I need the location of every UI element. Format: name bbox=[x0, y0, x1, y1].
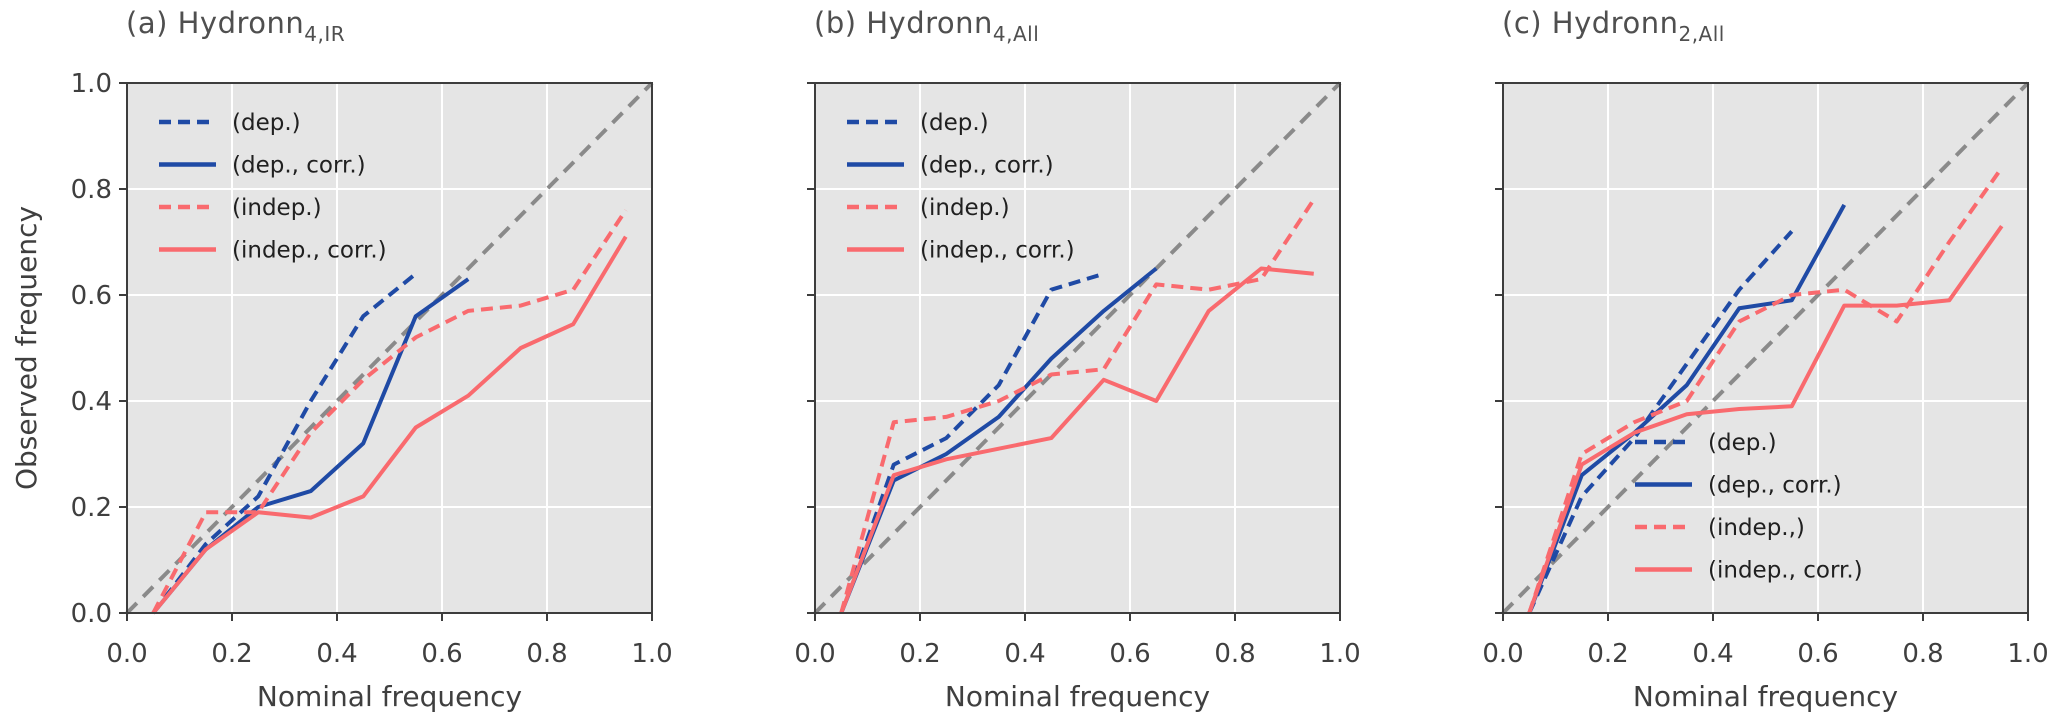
x-tick-label-0.6: 0.6 bbox=[421, 639, 462, 669]
series-line-indep bbox=[151, 209, 628, 614]
y-tick-label-0.4: 0.4 bbox=[71, 387, 112, 417]
x-tick-label-0.2: 0.2 bbox=[211, 639, 252, 669]
series-line-dep bbox=[839, 271, 1105, 614]
x-tick-label-0.4: 0.4 bbox=[1692, 639, 1733, 669]
legend-label-dep_corr: (dep., corr.) bbox=[1708, 473, 1842, 499]
legend-label-indep_corr: (indep., corr.) bbox=[232, 238, 387, 264]
panel-c-chart: 0.0 0.2 0.4 0.6 0.8 1.0 Nominal frequency (dep.… bbox=[1482, 81, 2049, 713]
x-tick-label-0.0: 0.0 bbox=[794, 639, 835, 669]
panel-b-chart: 0.0 0.2 0.4 0.6 0.8 1.0 Nominal frequency (dep.… bbox=[794, 81, 1361, 713]
legend-label-dep_corr: (dep., corr.) bbox=[232, 153, 366, 179]
axes-spines bbox=[126, 82, 653, 614]
x-tick-label-0.8: 0.8 bbox=[1214, 639, 1255, 669]
panel-c-title-text: (c) Hydronn bbox=[1502, 6, 1679, 40]
panel-a-title-text: (a) Hydronn bbox=[126, 6, 305, 40]
plot-lines-group bbox=[813, 81, 1342, 615]
diagonal-reference-line bbox=[813, 81, 1342, 615]
series-line-indep_corr bbox=[1527, 224, 2004, 614]
diagonal-reference-line bbox=[125, 81, 654, 615]
x-tick-label-0.6: 0.6 bbox=[1797, 639, 1838, 669]
legend-label-dep: (dep.) bbox=[920, 110, 989, 136]
x-axis-label: Nominal frequency bbox=[257, 680, 522, 713]
panel-a: 0.0 0.0 0.2 0.2 0.4 0.4 0.6 0.6 0.8 0.8 1.0 1.0 Nomi… bbox=[0, 0, 689, 725]
legend-label-dep: (dep.) bbox=[232, 110, 301, 136]
axes-spines bbox=[814, 82, 1341, 614]
panel-b-title-text: (b) Hydronn bbox=[814, 6, 993, 40]
legend-label-indep: (indep.) bbox=[232, 195, 322, 221]
panel-c-title: (c) Hydronn2,All bbox=[1502, 6, 1725, 46]
x-tick-label-0.0: 0.0 bbox=[106, 639, 147, 669]
diagonal-reference-line bbox=[1501, 81, 2030, 615]
x-tick-label-1.0: 1.0 bbox=[2007, 639, 2048, 669]
plot-lines-group bbox=[1501, 81, 2030, 615]
series-line-indep_corr bbox=[839, 266, 1314, 614]
legend-label-indep_corr: (indep., corr.) bbox=[1708, 558, 1863, 584]
y-tick-label-0.6: 0.6 bbox=[71, 281, 112, 311]
series-line-indep bbox=[1527, 166, 2004, 614]
legend-label-dep_corr: (dep., corr.) bbox=[920, 153, 1054, 179]
y-tick-label-0.2: 0.2 bbox=[71, 493, 112, 523]
panel-a-chart: 0.0 0.0 0.2 0.2 0.4 0.4 0.6 0.6 0.8 0.8 1.0 1.0 Nomi… bbox=[10, 69, 673, 713]
series-line-dep bbox=[1527, 230, 1794, 614]
x-tick-label-0.0: 0.0 bbox=[1482, 639, 1523, 669]
legend-label-indep_corr: (indep., corr.) bbox=[920, 238, 1075, 264]
x-tick-label-0.6: 0.6 bbox=[1109, 639, 1150, 669]
x-tick-label-0.4: 0.4 bbox=[316, 639, 357, 669]
x-tick-label-1.0: 1.0 bbox=[631, 639, 672, 669]
panel-a-title-subscript: 4,IR bbox=[304, 22, 346, 46]
panel-c: 0.0 0.2 0.4 0.6 0.8 1.0 Nominal frequency (dep.… bbox=[1376, 0, 2065, 725]
series-line-indep_corr bbox=[151, 235, 628, 615]
series-line-dep_corr bbox=[1527, 203, 1847, 614]
y-tick-label-0.0: 0.0 bbox=[71, 599, 112, 629]
x-tick-label-0.8: 0.8 bbox=[1902, 639, 1943, 669]
panel-c-title-subscript: 2,All bbox=[1678, 22, 1725, 46]
legend-label-indep: (indep.,) bbox=[1708, 515, 1805, 541]
y-tick-label-1.0: 1.0 bbox=[71, 69, 112, 99]
panel-b-title: (b) Hydronn4,All bbox=[814, 6, 1039, 46]
y-axis-label: Observed frequency bbox=[10, 206, 43, 490]
x-tick-label-0.2: 0.2 bbox=[899, 639, 940, 669]
series-line-indep bbox=[839, 198, 1316, 614]
y-tick-label-0.8: 0.8 bbox=[71, 175, 112, 205]
series-line-dep bbox=[151, 272, 418, 615]
plot-lines-group bbox=[125, 81, 654, 615]
x-tick-label-0.2: 0.2 bbox=[1587, 639, 1628, 669]
x-axis-label: Nominal frequency bbox=[945, 680, 1210, 713]
x-axis-label: Nominal frequency bbox=[1633, 680, 1898, 713]
legend-label-indep: (indep.) bbox=[920, 195, 1010, 221]
axes-spines bbox=[1502, 82, 2029, 614]
x-tick-label-0.4: 0.4 bbox=[1004, 639, 1045, 669]
panel-b-title-subscript: 4,All bbox=[992, 22, 1040, 46]
legend-label-dep: (dep.) bbox=[1708, 430, 1777, 456]
panel-b: 0.0 0.2 0.4 0.6 0.8 1.0 Nominal frequency (dep.… bbox=[688, 0, 1377, 725]
x-tick-label-0.8: 0.8 bbox=[526, 639, 567, 669]
x-tick-label-1.0: 1.0 bbox=[1319, 639, 1360, 669]
panel-a-title: (a) Hydronn4,IR bbox=[126, 6, 345, 46]
